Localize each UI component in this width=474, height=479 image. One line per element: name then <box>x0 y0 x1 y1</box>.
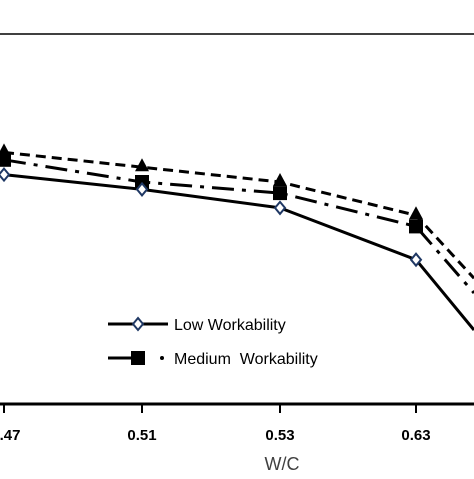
series-line <box>3 158 474 294</box>
data-point <box>273 186 287 201</box>
legend-dot <box>160 356 164 360</box>
legend-label: Medium Workability <box>174 351 318 368</box>
data-point <box>273 173 287 186</box>
legend-item: Low Workability <box>108 316 286 334</box>
series-line <box>3 173 474 331</box>
legend-item: Medium Workability <box>108 351 318 368</box>
data-point <box>0 152 11 167</box>
series-2 <box>0 143 474 280</box>
x-tick-label: 0.53 <box>265 427 294 444</box>
x-tick-label: 0.51 <box>127 427 156 444</box>
data-point <box>0 167 11 183</box>
data-point <box>135 158 149 172</box>
data-point <box>273 200 287 216</box>
series-0 <box>0 167 474 331</box>
legend-marker <box>131 316 145 332</box>
x-ticks: .47 0.51 0.53 0.63 <box>0 404 431 444</box>
data-point <box>409 252 423 268</box>
data-point <box>409 219 423 234</box>
data-point <box>409 206 423 220</box>
series-line <box>3 150 474 280</box>
series-1 <box>0 152 474 294</box>
x-tick-label: 0.63 <box>401 427 430 444</box>
legend-label: Low Workability <box>174 317 286 334</box>
series-layer <box>0 143 474 331</box>
x-axis-title: W/C <box>265 454 300 474</box>
legend-marker <box>131 351 145 365</box>
data-point <box>135 181 149 197</box>
legend: Low Workability Medium Workability <box>108 316 318 368</box>
x-tick-label: .47 <box>0 427 20 444</box>
